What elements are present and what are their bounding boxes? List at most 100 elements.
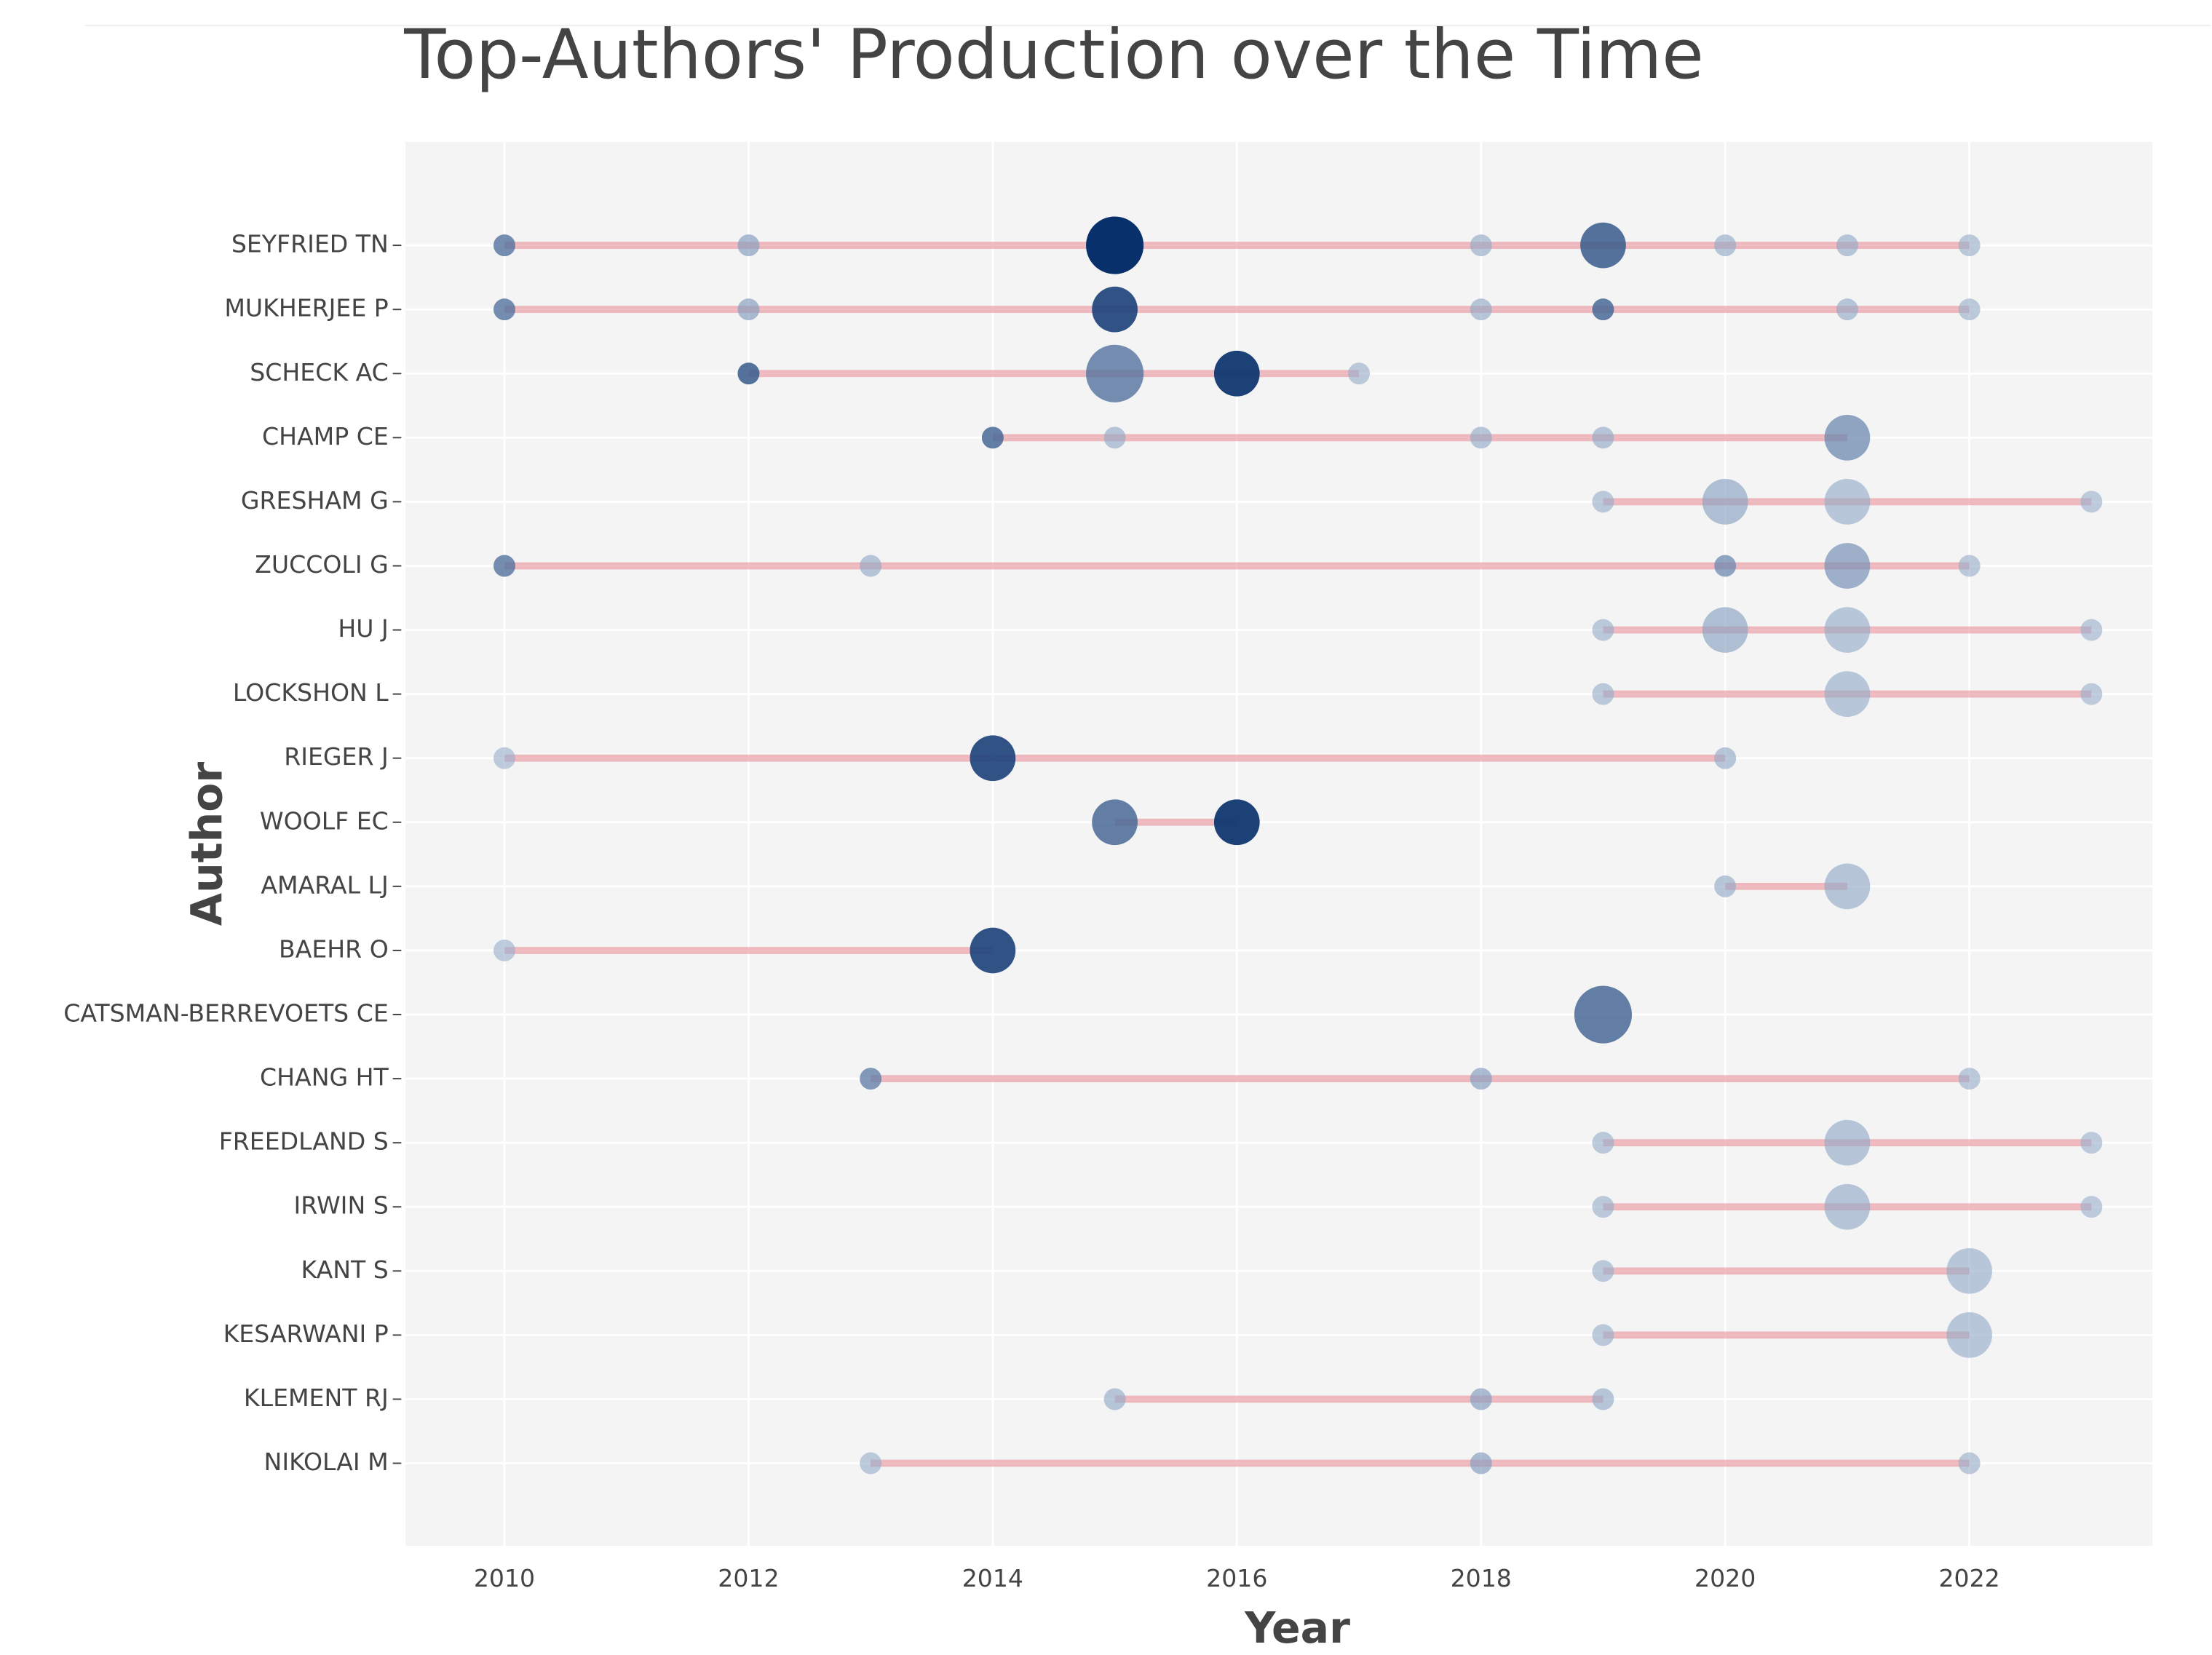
bubble	[1702, 479, 1748, 525]
bubble	[493, 939, 516, 961]
bubble	[1470, 1452, 1492, 1475]
bubble	[2080, 1196, 2103, 1218]
bubble	[493, 747, 516, 769]
y-tick-label: FREEDLAND S	[219, 1127, 389, 1156]
bubble	[493, 555, 516, 577]
x-tick-label: 2016	[1206, 1564, 1267, 1592]
bubble	[1946, 1247, 1992, 1294]
y-tick-label: CATSMAN-BERREVOETS CE	[63, 999, 389, 1028]
x-axis-title: Year	[1244, 1603, 1350, 1653]
x-tick-label: 2014	[962, 1564, 1023, 1592]
bubble	[1836, 234, 1858, 257]
y-tick-label: CHAMP CE	[262, 422, 389, 451]
y-tick-label: HU J	[338, 614, 388, 643]
bubble	[1592, 1132, 1614, 1154]
y-tick-label: RIEGER J	[284, 742, 389, 771]
x-tick-label: 2010	[474, 1564, 535, 1592]
y-tick-label: KLEMENT RJ	[244, 1384, 389, 1412]
x-tick-label: 2018	[1451, 1564, 1512, 1592]
bubble	[2080, 683, 2103, 705]
bubble	[860, 1452, 882, 1475]
bubble	[1470, 1388, 1492, 1410]
bubble	[1103, 426, 1126, 449]
bubble	[1580, 222, 1626, 269]
bubble	[1092, 286, 1138, 333]
y-tick-label: WOOLF EC	[260, 806, 389, 835]
y-tick-label: AMARAL LJ	[261, 870, 388, 899]
y-tick-label: SCHECK AC	[250, 358, 388, 386]
bubble	[737, 234, 760, 257]
chart-title: Top-Authors' Production over the Time	[403, 15, 1704, 95]
bubble	[860, 1068, 882, 1090]
bubble	[737, 298, 760, 321]
y-tick-label: KESARWANI P	[223, 1319, 389, 1348]
bubble	[1824, 671, 1871, 718]
bubble	[1470, 298, 1492, 321]
bubble	[1824, 863, 1871, 910]
bubble	[1470, 426, 1492, 449]
bubble	[1824, 543, 1871, 589]
x-tick-label: 2022	[1938, 1564, 1999, 1592]
bubble	[1958, 234, 1981, 257]
bubble	[1714, 875, 1737, 897]
bubble	[1824, 607, 1871, 653]
bubble	[1470, 1068, 1492, 1090]
bubble	[1714, 747, 1737, 769]
bubble	[1836, 298, 1858, 321]
bubble	[1103, 1388, 1126, 1410]
bubble	[1086, 216, 1144, 274]
y-tick-label: LOCKSHON L	[233, 678, 389, 707]
bubble	[981, 426, 1004, 449]
bubble	[1592, 426, 1614, 449]
y-tick-label: NIKOLAI M	[264, 1448, 389, 1476]
bubble	[970, 927, 1016, 974]
bubble	[1702, 607, 1748, 653]
x-tick-label: 2012	[718, 1564, 779, 1592]
bubble	[1092, 799, 1138, 846]
bubble	[2080, 491, 2103, 513]
bubble	[1824, 479, 1871, 525]
bubble	[1592, 1388, 1614, 1410]
bubble	[2080, 1132, 2103, 1154]
bubble	[1086, 344, 1144, 402]
y-tick-label: CHANG HT	[260, 1063, 389, 1092]
bubble	[970, 735, 1016, 782]
y-tick-label: IRWIN S	[294, 1191, 389, 1220]
bubble	[1213, 799, 1260, 846]
bubble	[1714, 234, 1737, 257]
y-tick-label: GRESHAM G	[241, 486, 389, 515]
y-tick-label: BAEHR O	[279, 934, 389, 963]
bubble	[1592, 1324, 1614, 1346]
bubble	[737, 362, 760, 385]
bubble	[1574, 985, 1632, 1044]
bubble	[1946, 1312, 1992, 1358]
bubble	[1958, 1068, 1981, 1090]
bubble	[493, 298, 516, 321]
y-axis-title: Author	[182, 762, 231, 926]
bubble	[1213, 350, 1260, 397]
bubble	[1824, 1119, 1871, 1166]
y-tick-label: SEYFRIED TN	[231, 230, 389, 258]
bubble	[2080, 619, 2103, 641]
bubble	[1592, 1260, 1614, 1282]
bubble	[1592, 1196, 1614, 1218]
x-tick-label: 2020	[1694, 1564, 1756, 1592]
bubble	[1348, 362, 1371, 385]
bubble	[1592, 619, 1614, 641]
y-tick-label: MUKHERJEE P	[224, 294, 388, 322]
bubble	[1958, 555, 1981, 577]
bubble	[1714, 555, 1737, 577]
y-tick-label: ZUCCOLI G	[255, 550, 389, 579]
bubble	[860, 555, 882, 577]
bubble	[1958, 1452, 1981, 1475]
bubble	[1592, 491, 1614, 513]
bubble	[1470, 234, 1492, 257]
bubble	[1592, 683, 1614, 705]
y-tick-label: KANT S	[301, 1255, 388, 1284]
bubble	[1958, 298, 1981, 321]
bubble	[1824, 1183, 1871, 1230]
bubble	[1824, 414, 1871, 461]
bubble	[1592, 298, 1614, 321]
